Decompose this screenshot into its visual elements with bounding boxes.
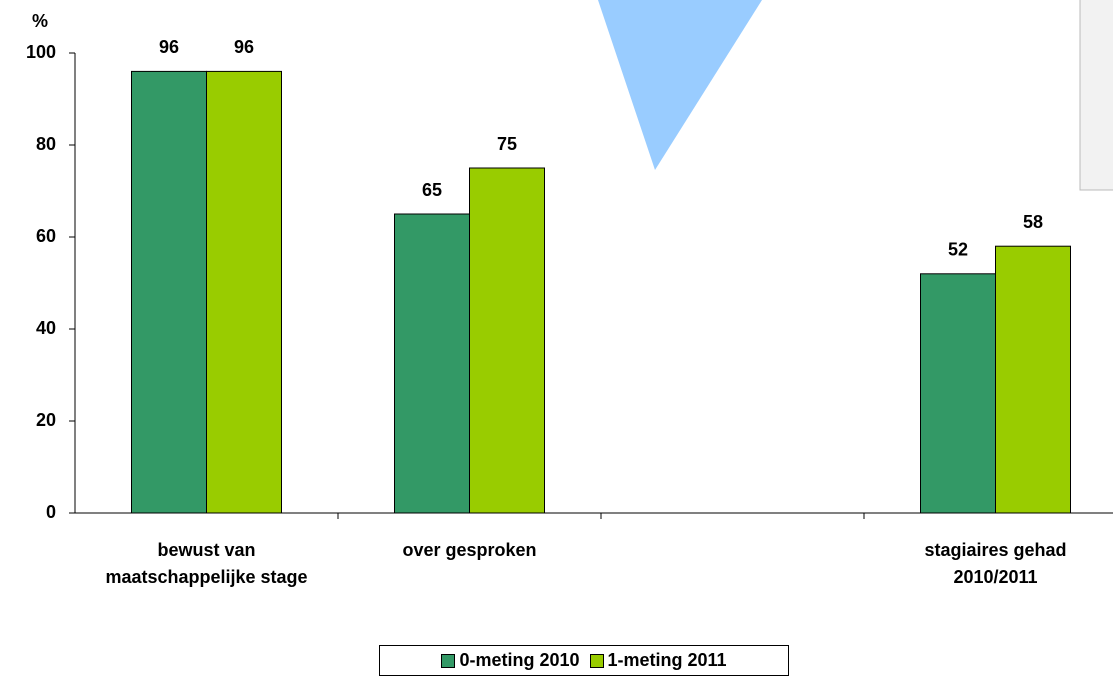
bar xyxy=(206,70,282,514)
side-panel xyxy=(1079,0,1113,191)
bar xyxy=(920,273,996,514)
legend-item: 1-meting 2011 xyxy=(589,650,727,671)
value-label: 65 xyxy=(422,180,442,200)
legend-label: 0-meting 2010 xyxy=(459,650,580,670)
bar xyxy=(394,213,470,514)
y-tick-label: 100 xyxy=(26,42,56,62)
bar xyxy=(131,70,207,514)
legend: 0-meting 2010 1-meting 2011 xyxy=(379,645,789,676)
callout-triangle xyxy=(598,0,762,170)
x-tick-label: bewust van maatschappelijke stage xyxy=(105,540,308,587)
legend-swatch xyxy=(441,653,456,668)
value-label: 52 xyxy=(948,240,968,260)
value-label: 96 xyxy=(159,37,179,57)
x-tick-label: stagiaires gehad 2010/2011 xyxy=(924,540,1067,587)
value-label: 75 xyxy=(497,134,517,154)
legend-item: 0-meting 2010 xyxy=(441,650,580,671)
y-axis-label: % xyxy=(32,11,48,31)
y-tick-label: 20 xyxy=(36,410,56,430)
x-tick-label: over gesproken xyxy=(402,540,537,560)
value-label: 96 xyxy=(234,37,254,57)
legend-swatch xyxy=(589,653,604,668)
y-tick-label: 40 xyxy=(36,318,56,338)
y-tick-label: 60 xyxy=(36,226,56,246)
bar xyxy=(995,245,1071,514)
y-tick-label: 80 xyxy=(36,134,56,154)
bar xyxy=(469,167,545,514)
y-tick-label: 0 xyxy=(46,502,56,522)
value-label: 58 xyxy=(1023,212,1043,232)
legend-label: 1-meting 2011 xyxy=(607,650,727,670)
